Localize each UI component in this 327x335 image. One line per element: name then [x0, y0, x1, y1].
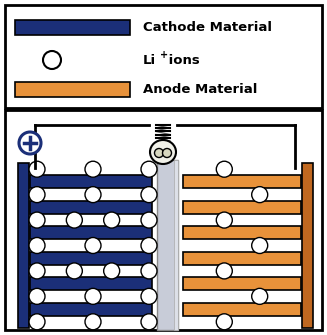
Circle shape: [29, 212, 45, 228]
Bar: [18, 163, 29, 328]
Bar: [30, 303, 152, 316]
Circle shape: [29, 314, 45, 330]
Circle shape: [29, 263, 45, 279]
Bar: [183, 201, 301, 214]
Circle shape: [29, 161, 45, 177]
Bar: [183, 252, 301, 265]
Bar: [5, 5, 322, 108]
Circle shape: [163, 148, 171, 157]
Circle shape: [154, 148, 164, 157]
Circle shape: [104, 212, 120, 228]
Circle shape: [141, 314, 157, 330]
Circle shape: [252, 187, 268, 203]
Bar: [157, 160, 178, 330]
Circle shape: [43, 51, 61, 69]
Bar: [15, 82, 130, 97]
Circle shape: [66, 212, 82, 228]
Circle shape: [216, 263, 232, 279]
Circle shape: [216, 212, 232, 228]
Text: Cathode Material: Cathode Material: [143, 21, 272, 34]
Circle shape: [252, 238, 268, 254]
Bar: [30, 201, 152, 214]
Circle shape: [66, 263, 82, 279]
Circle shape: [29, 288, 45, 305]
Circle shape: [85, 288, 101, 305]
Circle shape: [141, 263, 157, 279]
Circle shape: [252, 288, 268, 305]
Circle shape: [141, 288, 157, 305]
Bar: [30, 252, 152, 265]
Bar: [183, 176, 301, 188]
Circle shape: [19, 132, 41, 154]
Bar: [30, 176, 152, 188]
Bar: [183, 226, 301, 239]
Circle shape: [85, 161, 101, 177]
Circle shape: [216, 161, 232, 177]
Text: Li: Li: [143, 54, 156, 67]
Circle shape: [85, 238, 101, 254]
Circle shape: [216, 314, 232, 330]
Circle shape: [141, 238, 157, 254]
Circle shape: [141, 212, 157, 228]
Circle shape: [29, 238, 45, 254]
Circle shape: [141, 187, 157, 203]
Circle shape: [85, 314, 101, 330]
Ellipse shape: [150, 140, 176, 164]
Bar: [183, 303, 301, 316]
Bar: [174, 160, 178, 330]
Bar: [30, 277, 152, 290]
Bar: [15, 20, 130, 35]
Circle shape: [141, 161, 157, 177]
Bar: [30, 226, 152, 239]
Circle shape: [29, 187, 45, 203]
Circle shape: [104, 263, 120, 279]
Text: ions: ions: [164, 54, 200, 67]
Bar: [183, 277, 301, 290]
Circle shape: [85, 187, 101, 203]
Text: +: +: [160, 50, 168, 60]
Bar: [302, 163, 313, 328]
Bar: [5, 110, 322, 330]
Text: Anode Material: Anode Material: [143, 83, 257, 96]
